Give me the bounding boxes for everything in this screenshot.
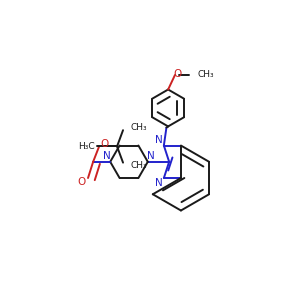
Text: O: O: [174, 69, 182, 80]
Text: N: N: [155, 135, 162, 145]
Text: O: O: [100, 139, 109, 149]
Text: H₃C: H₃C: [78, 142, 95, 151]
Text: CH₃: CH₃: [130, 161, 147, 170]
Text: N: N: [148, 152, 155, 161]
Text: CH₃: CH₃: [130, 123, 147, 132]
Text: N: N: [103, 152, 111, 161]
Text: CH₃: CH₃: [198, 70, 214, 79]
Text: N: N: [155, 178, 162, 188]
Text: O: O: [77, 176, 86, 187]
